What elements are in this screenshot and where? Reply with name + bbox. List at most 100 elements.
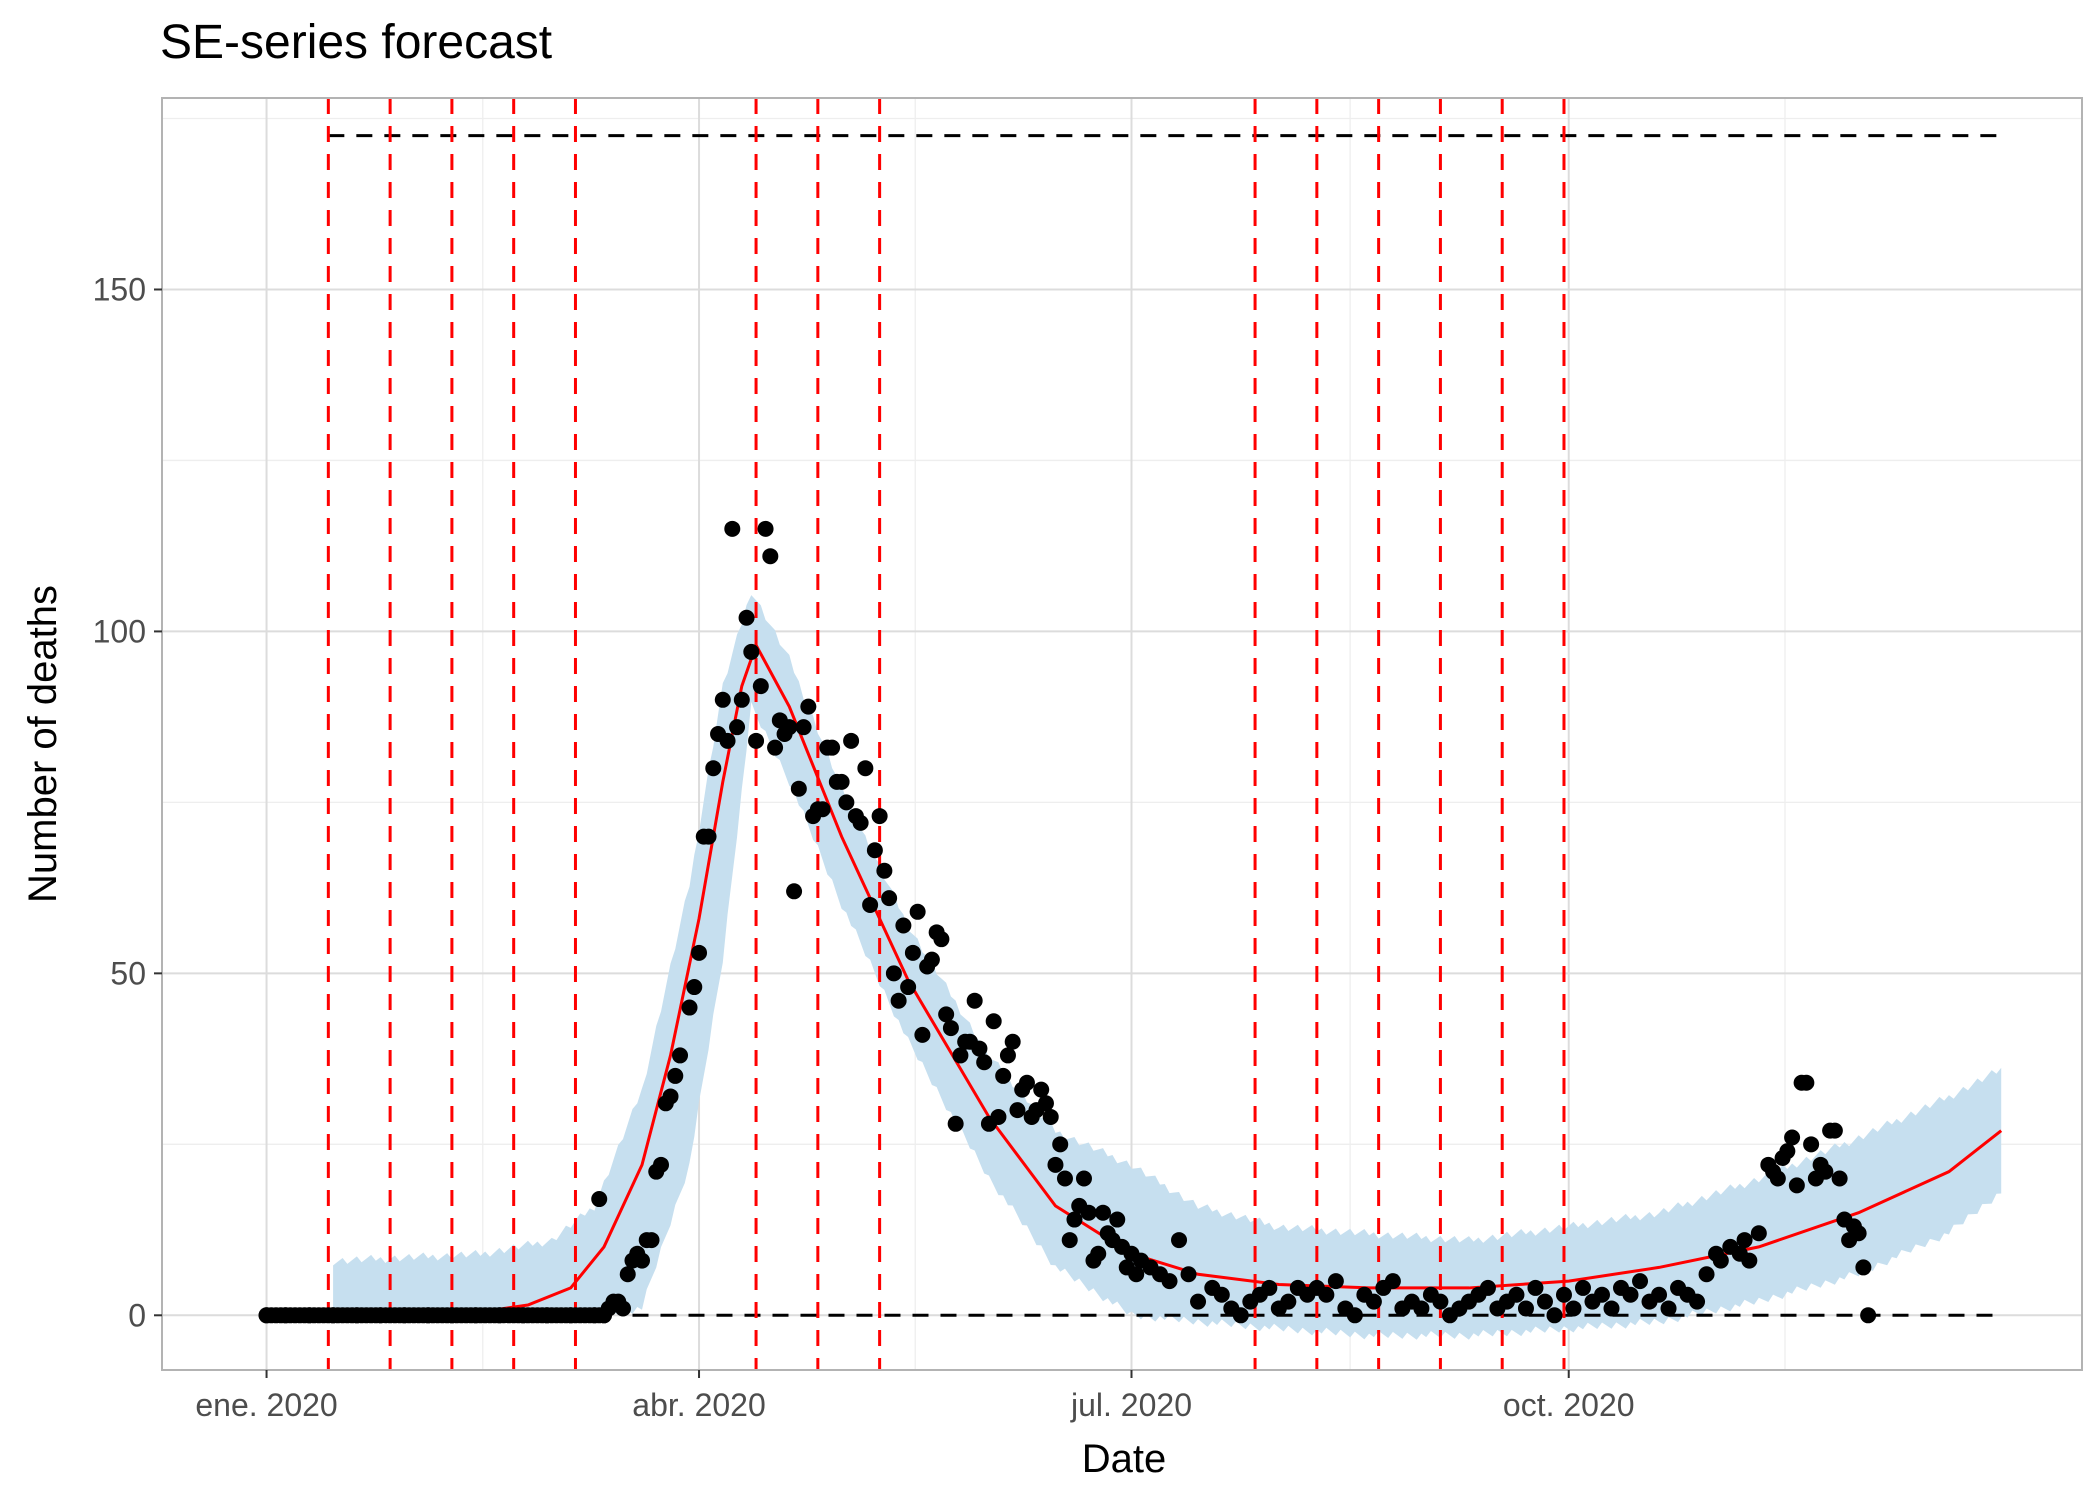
data-point (1769, 1170, 1786, 1187)
data-point (990, 1108, 1007, 1125)
data-point (1232, 1307, 1249, 1324)
data-point (781, 719, 798, 736)
data-point (443, 1307, 460, 1324)
data-point (1161, 1273, 1178, 1290)
data-point (862, 896, 879, 913)
data-point (1779, 1143, 1796, 1160)
data-point (1004, 1033, 1021, 1050)
data-point (1365, 1293, 1382, 1310)
data-point (748, 732, 765, 749)
data-point (923, 951, 940, 968)
data-point (724, 520, 741, 537)
data-point (1850, 1225, 1867, 1242)
data-point (277, 1307, 294, 1324)
data-point (372, 1307, 389, 1324)
data-point (752, 678, 769, 695)
data-point (301, 1307, 318, 1324)
y-axis: 0 50 100 150 (93, 271, 162, 1333)
data-point (952, 1047, 969, 1064)
data-point (1171, 1232, 1188, 1249)
y-tick-label: 0 (128, 1297, 146, 1333)
data-point (938, 1006, 955, 1023)
data-point (614, 1300, 631, 1317)
data-point (538, 1307, 555, 1324)
data-point (1508, 1286, 1525, 1303)
data-point (619, 1266, 636, 1283)
data-point (1594, 1286, 1610, 1303)
data-point (1555, 1286, 1572, 1303)
data-point (491, 1307, 508, 1324)
data-point (420, 1307, 437, 1324)
data-point (743, 643, 760, 660)
data-point (1632, 1273, 1649, 1290)
y-tick-label: 100 (93, 613, 146, 649)
data-point (890, 992, 907, 1009)
data-point (714, 691, 731, 708)
data-point (838, 794, 855, 811)
data-point (876, 862, 893, 879)
data-point (971, 1040, 988, 1057)
data-point (762, 548, 779, 565)
data-point (681, 999, 698, 1016)
data-point (1384, 1273, 1401, 1290)
data-point (1033, 1081, 1050, 1098)
data-point (1712, 1252, 1729, 1269)
data-point (1788, 1177, 1805, 1194)
x-axis-title: Date (1082, 1437, 1167, 1481)
data-point (1056, 1170, 1073, 1187)
data-point (942, 1020, 959, 1037)
data-point (909, 903, 926, 920)
data-point (719, 732, 736, 749)
x-tick-label: jul. 2020 (1070, 1387, 1192, 1423)
data-point (1042, 1108, 1059, 1125)
data-point (705, 760, 722, 777)
data-point (686, 979, 703, 996)
data-point (1094, 1204, 1111, 1221)
data-point (1009, 1102, 1026, 1119)
data-point (795, 719, 812, 736)
data-point (976, 1054, 993, 1071)
chart-title: SE-series forecast (160, 16, 552, 69)
data-point (396, 1307, 413, 1324)
data-point (1817, 1163, 1834, 1180)
data-point (1651, 1286, 1668, 1303)
data-point (885, 965, 902, 982)
data-point (325, 1307, 342, 1324)
data-point (591, 1191, 608, 1208)
data-point (895, 917, 912, 934)
vertical-reference-lines (326, 98, 1566, 1370)
data-point (790, 780, 807, 797)
data-point (1327, 1273, 1344, 1290)
data-point (1803, 1136, 1820, 1153)
panel-border (161, 97, 2083, 1371)
data-point (1750, 1225, 1767, 1242)
data-point (1831, 1170, 1848, 1187)
data-point (1698, 1266, 1715, 1283)
data-point (757, 520, 774, 537)
data-point (866, 842, 883, 859)
x-axis: ene. 2020 abr. 2020 jul. 2020 oct. 2020 (195, 1370, 1635, 1423)
data-point (258, 1307, 275, 1324)
data-point (1432, 1293, 1449, 1310)
x-tick-label: abr. 2020 (632, 1387, 765, 1423)
data-point (1798, 1074, 1815, 1091)
grid-minor (162, 98, 2082, 1370)
data-point (672, 1047, 689, 1064)
data-point (1741, 1252, 1758, 1269)
data-point (1047, 1156, 1064, 1173)
data-point (1190, 1293, 1207, 1310)
data-point (1855, 1259, 1872, 1276)
data-point (467, 1307, 484, 1324)
data-point (1603, 1300, 1620, 1317)
data-point (348, 1307, 365, 1324)
data-point (733, 691, 750, 708)
data-point (1736, 1232, 1753, 1249)
data-point (729, 719, 746, 736)
data-point (966, 992, 983, 1009)
data-point (1689, 1293, 1706, 1310)
data-point (933, 931, 950, 948)
data-point (1180, 1266, 1197, 1283)
data-point (800, 698, 817, 715)
data-point (833, 773, 850, 790)
